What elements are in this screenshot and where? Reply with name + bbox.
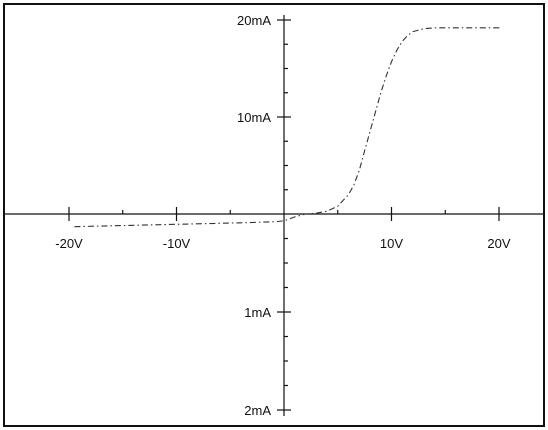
axes [5,15,543,416]
tick-labels: -20V -10V 10V 20V 20mA 10mA 1mA 2mA [55,13,511,418]
x-tick-label: 20V [487,236,510,251]
y-tick-label: 20mA [237,13,271,28]
x-tick-label: 10V [380,236,403,251]
iv-curve-line [74,27,502,228]
series-layer [74,27,502,228]
x-tick-label: -10V [163,236,191,251]
y-tick-label: 1mA [244,305,271,320]
y-tick-label: 2mA [244,403,271,418]
plot-frame [3,3,545,427]
x-tick-label: -20V [55,236,83,251]
ticks [68,19,500,411]
y-tick-label: 10mA [237,110,271,125]
